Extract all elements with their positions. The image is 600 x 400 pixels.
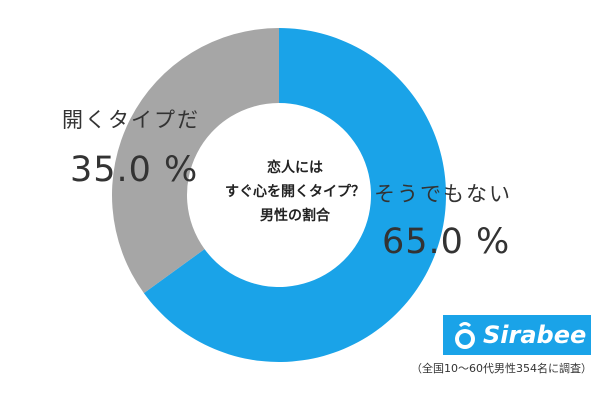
slice-value-open: 35.0 % xyxy=(70,150,199,190)
brand-name: Sirabee xyxy=(483,321,587,349)
slice-label-open: 開くタイプだ xyxy=(62,108,200,132)
chart-title-line: 恋人には xyxy=(267,160,323,176)
chart-title: 恋人にはすぐ心を開くタイプ？ 男性の割合 xyxy=(205,156,385,228)
slice-value-not-really: 65.0 % xyxy=(382,222,511,262)
chart-title-line: すぐ心を開くタイプ？ xyxy=(225,184,365,200)
sirabee-mark-icon xyxy=(455,322,475,349)
survey-footnote: （全国10～60代男性354名に調査） xyxy=(411,362,592,375)
sirabee-logo: Sirabee xyxy=(443,315,591,355)
slice-label-not-really: そうでもない xyxy=(374,182,512,206)
donut-slice-1 xyxy=(112,28,279,294)
chart-title-line: 男性の割合 xyxy=(260,208,330,224)
donut-slice-0 xyxy=(143,28,447,363)
